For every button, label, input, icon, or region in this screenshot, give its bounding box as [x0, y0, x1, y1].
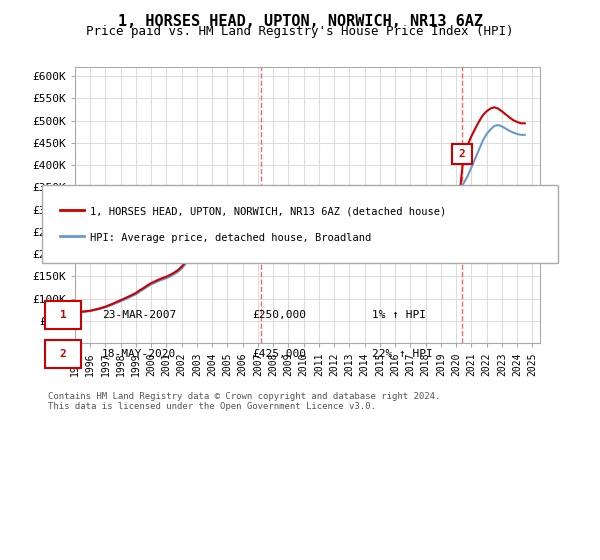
Text: 1, HORSES HEAD, UPTON, NORWICH, NR13 6AZ (detached house): 1, HORSES HEAD, UPTON, NORWICH, NR13 6AZ… — [90, 207, 446, 217]
Text: 23-MAR-2007: 23-MAR-2007 — [102, 310, 176, 320]
Text: Contains HM Land Registry data © Crown copyright and database right 2024.
This d: Contains HM Land Registry data © Crown c… — [48, 392, 440, 412]
Text: £250,000: £250,000 — [252, 310, 306, 320]
Text: 1, HORSES HEAD, UPTON, NORWICH, NR13 6AZ: 1, HORSES HEAD, UPTON, NORWICH, NR13 6AZ — [118, 14, 482, 29]
Text: 1: 1 — [258, 227, 265, 237]
Text: Price paid vs. HM Land Registry's House Price Index (HPI): Price paid vs. HM Land Registry's House … — [86, 25, 514, 38]
Text: 2: 2 — [59, 349, 67, 360]
Text: 1: 1 — [59, 310, 67, 320]
Text: £425,000: £425,000 — [252, 349, 306, 360]
Text: 1% ↑ HPI: 1% ↑ HPI — [372, 310, 426, 320]
Text: 2: 2 — [458, 149, 466, 159]
Text: HPI: Average price, detached house, Broadland: HPI: Average price, detached house, Broa… — [90, 233, 371, 243]
Text: 22% ↑ HPI: 22% ↑ HPI — [372, 349, 433, 360]
Text: 18-MAY-2020: 18-MAY-2020 — [102, 349, 176, 360]
